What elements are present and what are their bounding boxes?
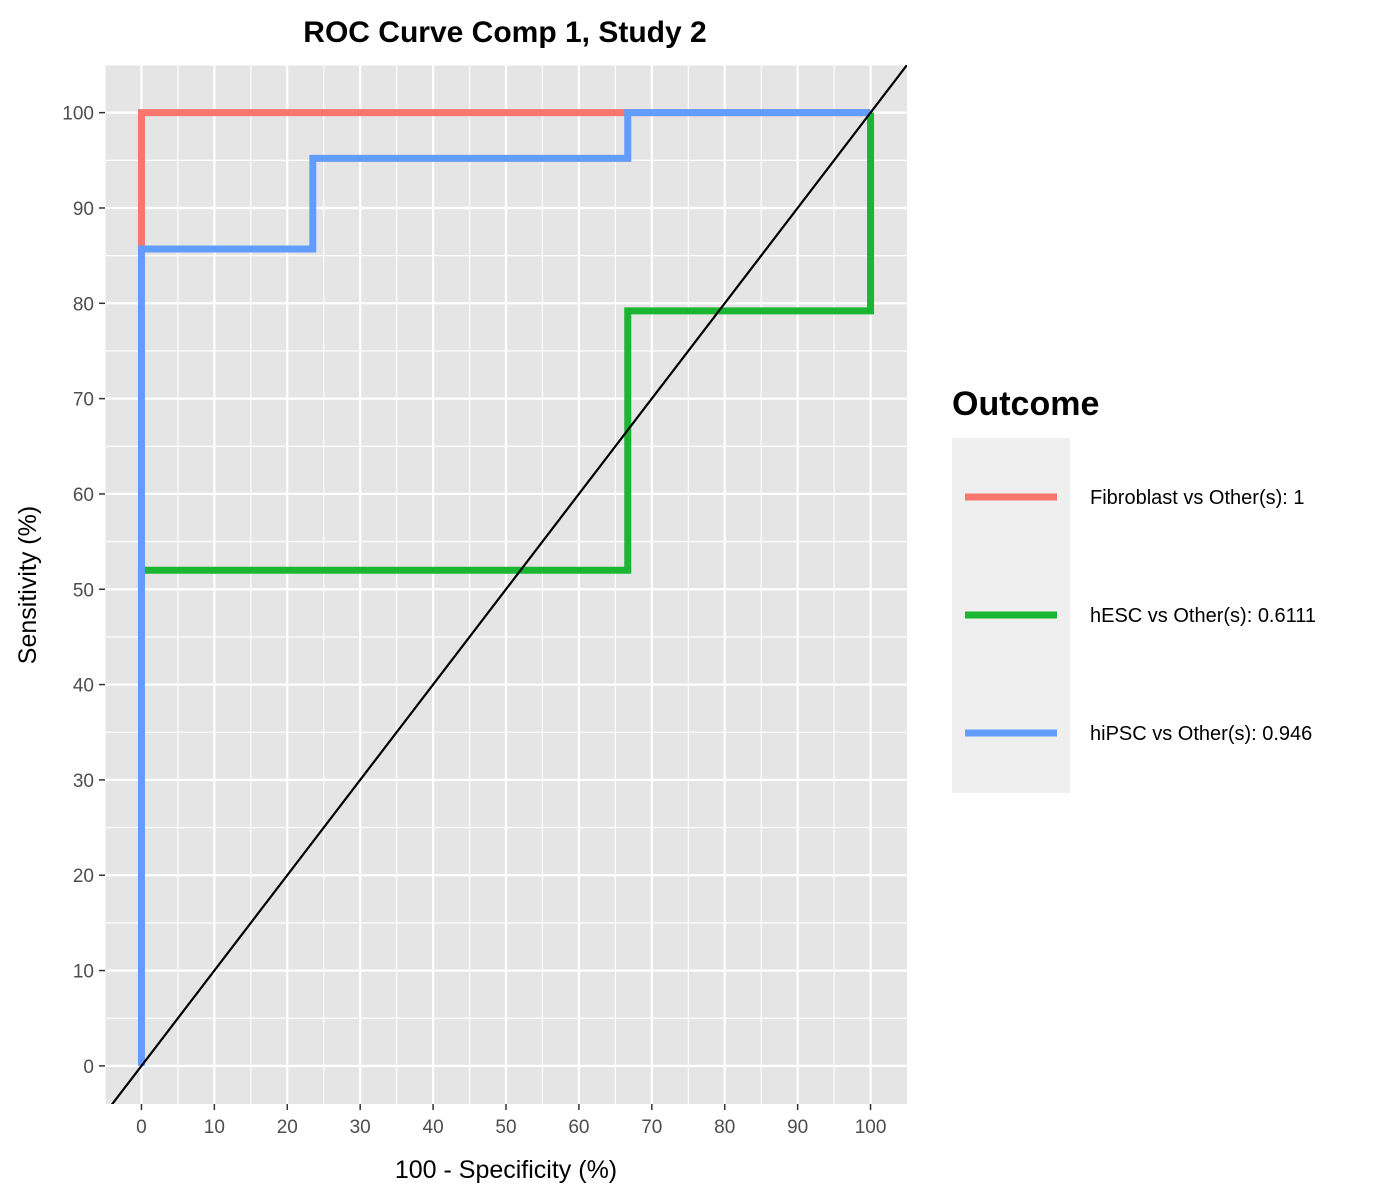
- chart-title: ROC Curve Comp 1, Study 2: [303, 16, 706, 49]
- x-tick-label: 10: [204, 1117, 225, 1138]
- y-axis: 0 10 20 30 40 50 60 70 80 90 100: [62, 104, 105, 1078]
- series-layer: [110, 65, 907, 1104]
- legend-title: Outcome: [952, 385, 1099, 423]
- x-tick-label: 90: [787, 1117, 808, 1138]
- y-tick-label: 20: [73, 866, 94, 887]
- x-tick-label: 20: [277, 1117, 298, 1138]
- y-tick-label: 50: [73, 580, 94, 601]
- y-axis-title: Sensitivity (%): [14, 506, 42, 664]
- y-tick-label: 30: [73, 771, 94, 792]
- reference-diagonal-line: [110, 65, 907, 1104]
- series-line-hipsc: [137, 109, 871, 1066]
- legend-label: hiPSC vs Other(s): 0.946: [1090, 723, 1312, 745]
- y-tick-label: 60: [73, 485, 94, 506]
- y-tick-label: 100: [62, 104, 94, 125]
- y-tick-label: 40: [73, 676, 94, 697]
- x-tick-label: 40: [423, 1117, 444, 1138]
- y-tick-label: 10: [73, 962, 94, 983]
- x-tick-label: 50: [495, 1117, 516, 1138]
- legend-label: Fibroblast vs Other(s): 1: [1090, 487, 1305, 509]
- x-tick-label: 30: [350, 1117, 371, 1138]
- legend: Fibroblast vs Other(s): 1 hESC vs Other(s…: [965, 487, 1316, 745]
- y-tick-label: 90: [73, 199, 94, 220]
- x-axis: 0 10 20 30 40 50 60 70 80 90 100: [136, 1104, 886, 1138]
- x-axis-title: 100 - Specificity (%): [395, 1156, 617, 1184]
- x-tick-label: 80: [714, 1117, 735, 1138]
- y-tick-label: 80: [73, 294, 94, 315]
- y-tick-label: 70: [73, 390, 94, 411]
- x-tick-label: 100: [855, 1117, 887, 1138]
- y-tick-label: 0: [83, 1057, 94, 1078]
- x-tick-label: 70: [641, 1117, 662, 1138]
- x-tick-label: 0: [136, 1117, 147, 1138]
- legend-label: hESC vs Other(s): 0.6111: [1090, 605, 1316, 627]
- x-tick-label: 60: [568, 1117, 589, 1138]
